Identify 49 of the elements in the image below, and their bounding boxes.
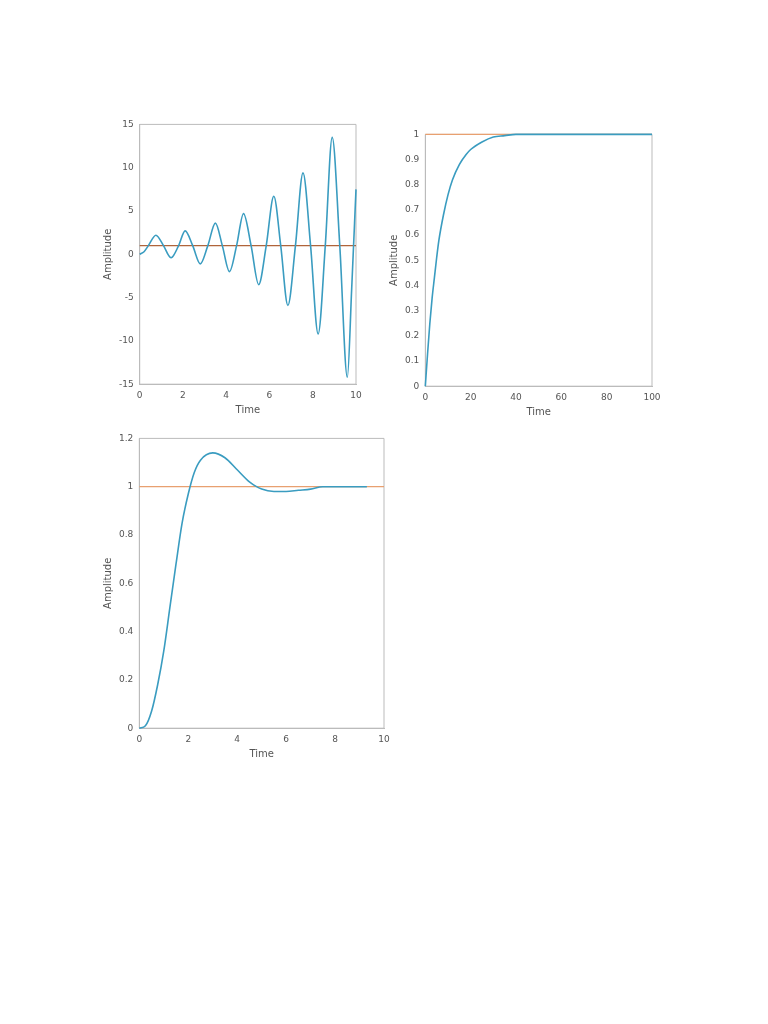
x-tick-label: 100 <box>643 391 661 402</box>
x-tick-label: 2 <box>185 733 192 744</box>
y-tick-label: 0.7 <box>404 204 420 215</box>
y-tick-label: 15 <box>122 118 134 129</box>
x-tick-label: 80 <box>600 391 613 402</box>
y-tick-label: 1.2 <box>118 432 134 443</box>
y-tick-label: -5 <box>124 291 134 302</box>
y-tick-label: 0 <box>413 380 420 391</box>
y-tick-label: 0.6 <box>118 577 134 588</box>
x-tick-label: 10 <box>378 733 390 744</box>
x-tick-label: 6 <box>266 389 273 400</box>
y-axis-title: Amplitude <box>101 557 113 609</box>
y-tick-label: 0 <box>127 722 134 733</box>
x-tick-label: 10 <box>350 389 362 400</box>
y-tick-label: 0.2 <box>118 674 134 685</box>
x-tick-label: 0 <box>136 733 143 744</box>
y-tick-label: 0.1 <box>404 355 420 366</box>
y-tick-label: 0.5 <box>404 254 420 265</box>
x-tick-label: 0 <box>422 391 429 402</box>
x-axis-title: Time <box>248 747 274 759</box>
x-tick-label: 40 <box>510 391 522 402</box>
y-tick-label: 0.8 <box>118 529 134 540</box>
x-tick-label: 0 <box>136 389 143 400</box>
y-tick-label: 0.2 <box>404 330 420 341</box>
y-tick-label: 0.4 <box>404 279 420 290</box>
x-tick-label: 4 <box>234 733 241 744</box>
x-tick-label: 6 <box>283 733 290 744</box>
x-tick-label: 8 <box>309 389 316 400</box>
y-tick-label: 0.8 <box>404 179 420 190</box>
y-tick-label: 0.6 <box>404 229 420 240</box>
y-axis-title: Amplitude <box>387 234 399 286</box>
y-tick-label: 0 <box>127 248 134 259</box>
x-tick-label: 60 <box>555 391 568 402</box>
x-tick-label: 8 <box>332 733 339 744</box>
y-tick-label: -15 <box>119 378 134 389</box>
x-axis-title: Time <box>525 405 551 417</box>
x-tick-label: 2 <box>180 389 186 400</box>
y-tick-label: 0.4 <box>118 625 134 636</box>
y-tick-label: 0.3 <box>404 305 420 315</box>
x-axis-title: Time <box>234 403 261 415</box>
y-tick-label: 1 <box>413 128 420 139</box>
x-tick-label: 20 <box>464 391 477 402</box>
y-tick-label: 1 <box>127 481 134 492</box>
y-tick-label: 0.9 <box>404 153 420 164</box>
y-axis-title: Amplitude <box>101 228 113 280</box>
y-tick-label: -10 <box>119 335 134 346</box>
y-tick-label: 5 <box>127 205 134 216</box>
y-tick-label: 10 <box>122 162 134 173</box>
x-tick-label: 4 <box>223 389 230 400</box>
